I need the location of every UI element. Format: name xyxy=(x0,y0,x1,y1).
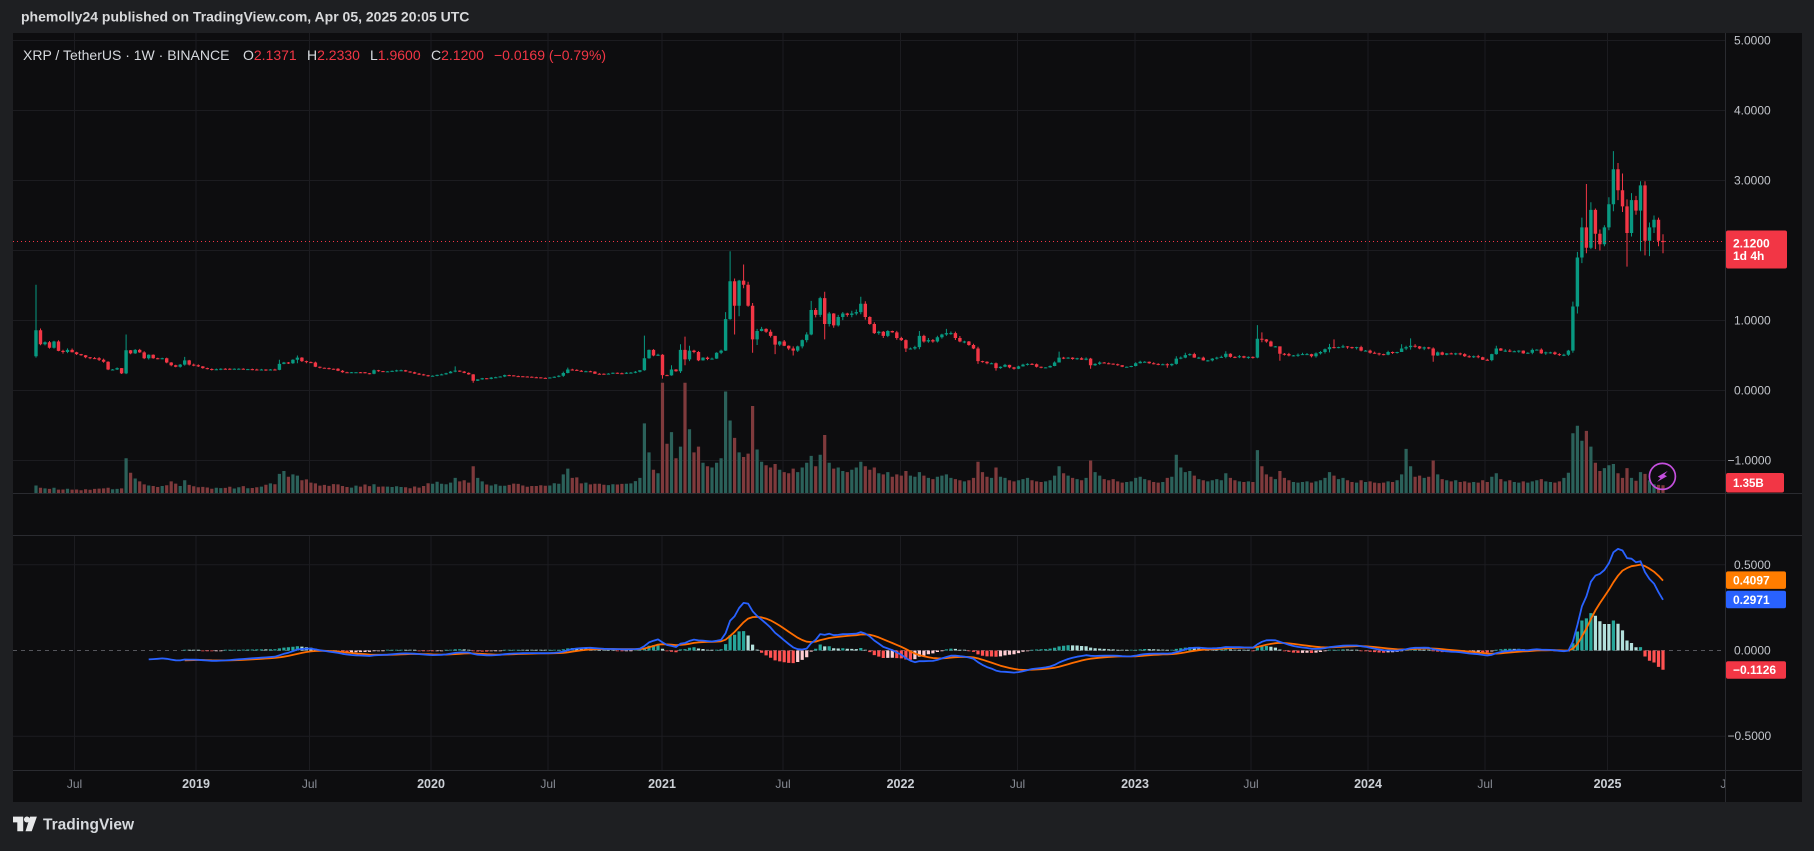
svg-text:2019: 2019 xyxy=(182,777,210,791)
svg-text:5.0000: 5.0000 xyxy=(1734,34,1771,48)
svg-text:0.5000: 0.5000 xyxy=(1734,558,1771,572)
svg-text:2025: 2025 xyxy=(1594,777,1622,791)
svg-text:0.2971: 0.2971 xyxy=(1733,593,1770,607)
svg-text:Jul: Jul xyxy=(1010,777,1025,791)
svg-text:−0.1126: −0.1126 xyxy=(1733,663,1776,677)
svg-text:0.0000: 0.0000 xyxy=(1734,644,1771,658)
svg-text:Jul: Jul xyxy=(1720,777,1735,791)
svg-text:Jul: Jul xyxy=(302,777,317,791)
svg-text:Jul: Jul xyxy=(67,777,82,791)
svg-text:Jul: Jul xyxy=(1243,777,1258,791)
svg-text:phemolly24 published on Tradin: phemolly24 published on TradingView.com,… xyxy=(21,9,469,25)
svg-text:H2.2330: H2.2330 xyxy=(307,47,360,63)
svg-text:L1.9600: L1.9600 xyxy=(370,47,421,63)
svg-text:2.1200: 2.1200 xyxy=(1733,236,1770,250)
svg-text:2020: 2020 xyxy=(417,777,445,791)
svg-text:−1.0000: −1.0000 xyxy=(1728,454,1772,468)
svg-text:−0.5000: −0.5000 xyxy=(1728,729,1772,743)
svg-text:1.35B: 1.35B xyxy=(1733,478,1764,490)
svg-text:2023: 2023 xyxy=(1121,777,1149,791)
svg-text:2021: 2021 xyxy=(648,777,676,791)
svg-text:O2.1371: O2.1371 xyxy=(243,47,297,63)
svg-text:Jul: Jul xyxy=(1477,777,1492,791)
svg-text:Jul: Jul xyxy=(540,777,555,791)
svg-text:XRP / TetherUS · 1W · BINANCE: XRP / TetherUS · 1W · BINANCE xyxy=(23,47,229,63)
svg-text:0.0000: 0.0000 xyxy=(1734,384,1771,398)
svg-text:Jul: Jul xyxy=(775,777,790,791)
svg-text:3.0000: 3.0000 xyxy=(1734,174,1771,188)
svg-text:−0.0169 (−0.79%): −0.0169 (−0.79%) xyxy=(494,47,606,63)
svg-text:C2.1200: C2.1200 xyxy=(431,47,484,63)
svg-text:2022: 2022 xyxy=(887,777,915,791)
svg-text:1d 4h: 1d 4h xyxy=(1733,249,1764,263)
svg-text:TradingView: TradingView xyxy=(43,817,135,834)
svg-text:0.4097: 0.4097 xyxy=(1733,573,1770,587)
svg-text:1.0000: 1.0000 xyxy=(1734,314,1771,328)
svg-text:4.0000: 4.0000 xyxy=(1734,104,1771,118)
svg-text:2024: 2024 xyxy=(1354,777,1382,791)
